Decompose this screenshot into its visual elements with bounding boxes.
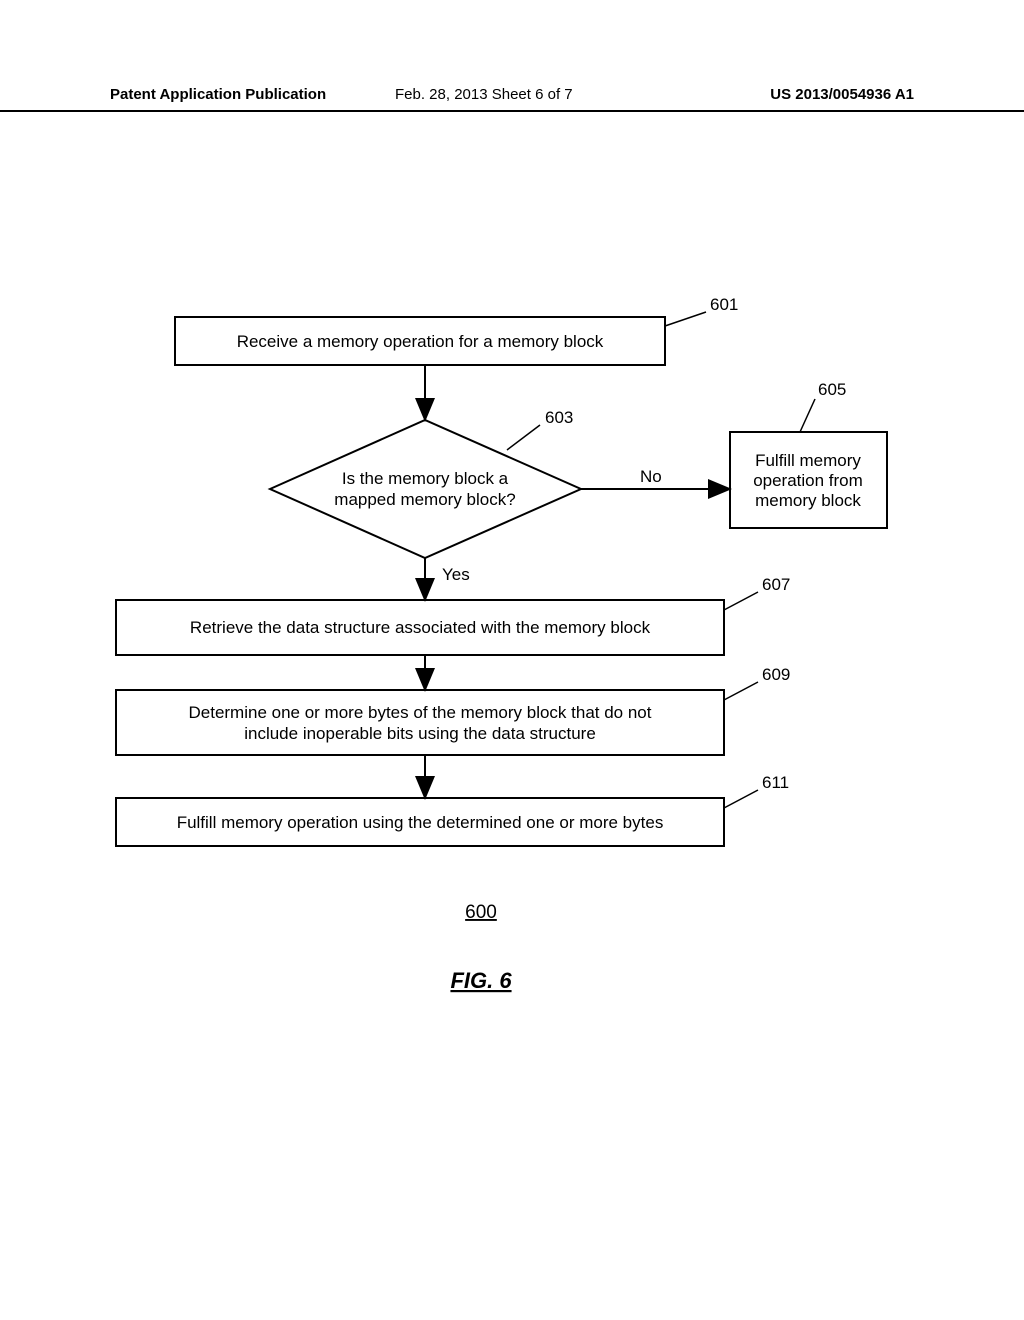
- leader-605: [800, 399, 815, 432]
- edge-label-no: No: [640, 467, 662, 486]
- leader-611: [724, 790, 758, 808]
- leader-609: [724, 682, 758, 700]
- leader-601: [665, 312, 706, 326]
- node-609-text1: Determine one or more bytes of the memor…: [188, 703, 651, 722]
- node-603: [270, 420, 581, 558]
- node-611-text: Fulfill memory operation using the deter…: [177, 813, 664, 832]
- label-603: 603: [545, 408, 573, 427]
- edge-label-yes: Yes: [442, 565, 470, 584]
- node-603-text2: mapped memory block?: [334, 490, 515, 509]
- node-605-text1: Fulfill memory: [755, 451, 861, 470]
- node-607-text: Retrieve the data structure associated w…: [190, 618, 651, 637]
- label-609: 609: [762, 665, 790, 684]
- flowchart-diagram: Receive a memory operation for a memory …: [0, 0, 1024, 1320]
- label-601: 601: [710, 295, 738, 314]
- figure-number: 600: [465, 902, 497, 923]
- node-601-text: Receive a memory operation for a memory …: [237, 332, 604, 351]
- node-605-text3: memory block: [755, 491, 861, 510]
- label-605: 605: [818, 380, 846, 399]
- node-605-text2: operation from: [753, 471, 863, 490]
- node-609: [116, 690, 724, 755]
- node-603-text1: Is the memory block a: [342, 469, 509, 488]
- figure-title: FIG. 6: [450, 968, 512, 993]
- leader-607: [724, 592, 758, 610]
- label-607: 607: [762, 575, 790, 594]
- node-609-text2: include inoperable bits using the data s…: [244, 724, 596, 743]
- leader-603: [507, 425, 540, 450]
- label-611: 611: [762, 773, 789, 792]
